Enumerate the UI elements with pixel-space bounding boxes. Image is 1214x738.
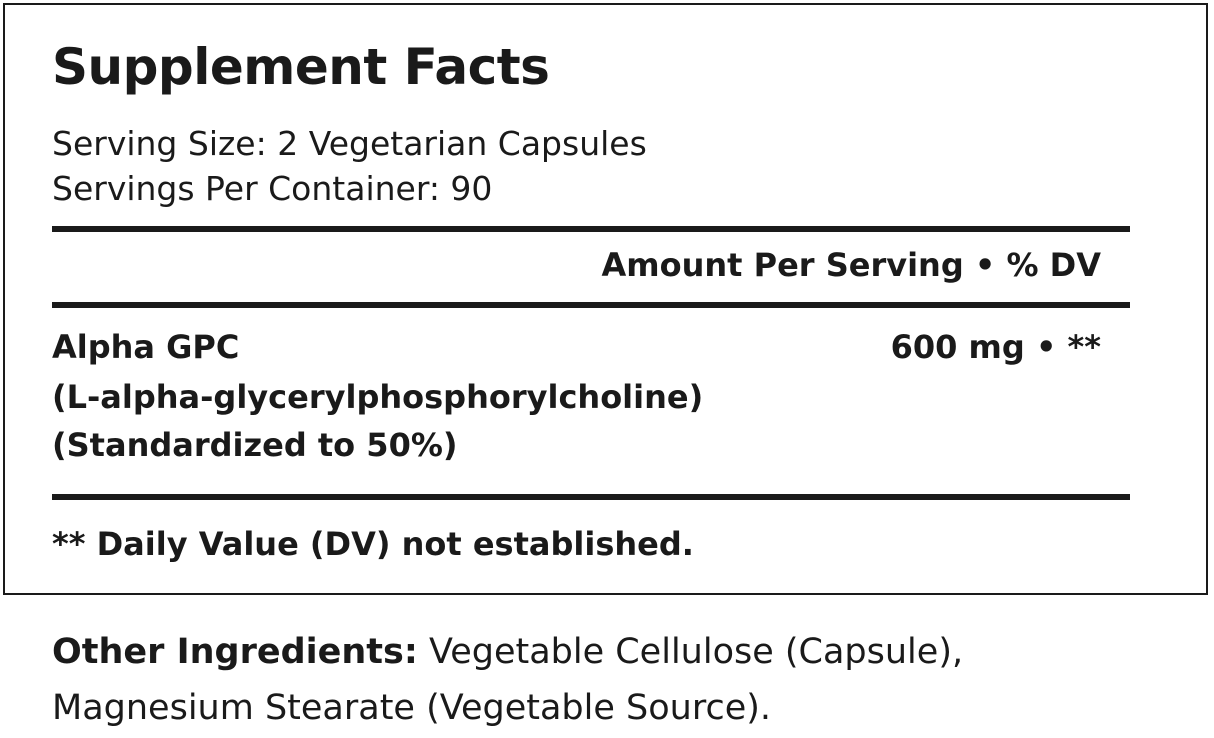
- column-header: Amount Per Serving • % DV: [601, 246, 1101, 284]
- ingredient-subname: (L-alpha-glycerylphosphorylcholine): [52, 378, 704, 416]
- other-ingredients-text: Vegetable Cellulose (Capsule),: [417, 632, 964, 672]
- other-ingredients-label: Other Ingredients:: [52, 632, 418, 672]
- serving-size: Serving Size: 2 Vegetarian Capsules: [52, 124, 647, 163]
- divider: [52, 494, 1130, 500]
- ingredient-amount: 600 mg • **: [890, 328, 1101, 366]
- ingredient-name: Alpha GPC: [52, 328, 240, 366]
- other-ingredients-line2: Magnesium Stearate (Vegetable Source).: [52, 688, 772, 728]
- other-ingredients-line1: Other Ingredients: Vegetable Cellulose (…: [52, 632, 963, 672]
- servings-per-container: Servings Per Container: 90: [52, 169, 493, 208]
- divider: [52, 226, 1130, 232]
- footnote: ** Daily Value (DV) not established.: [52, 525, 694, 563]
- panel-title: Supplement Facts: [52, 38, 550, 96]
- ingredient-note: (Standardized to 50%): [52, 426, 458, 464]
- divider: [52, 302, 1130, 308]
- supplement-facts-panel: [3, 3, 1208, 595]
